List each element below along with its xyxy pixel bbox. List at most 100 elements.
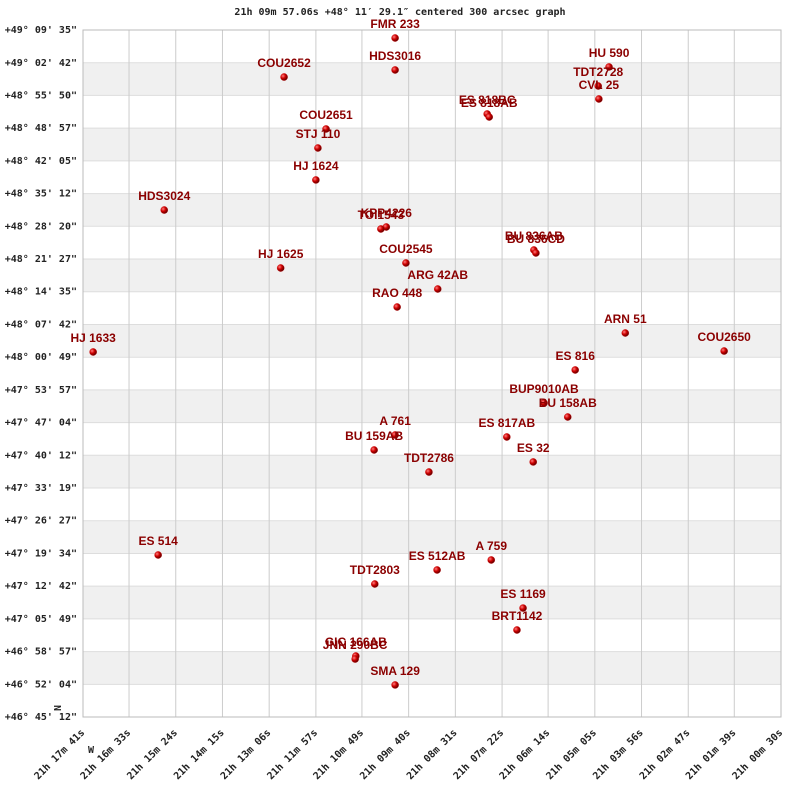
- star-label: ES 32: [517, 441, 550, 455]
- star-label: STJ 110: [296, 127, 341, 141]
- star-point: [519, 604, 527, 612]
- chart-title: 21h 09m 57.06s +48° 11′ 29.1″ centered 3…: [234, 7, 565, 18]
- y-tick-label: +46° 52' 04": [5, 679, 77, 690]
- y-tick-label: +48° 00' 49": [5, 352, 77, 363]
- star-label: ES 816: [556, 349, 596, 363]
- y-tick-label: +48° 07' 42": [5, 319, 77, 330]
- star-point: [425, 468, 433, 476]
- y-tick-label: +48° 14' 35": [5, 287, 77, 298]
- star-label: HU 590: [589, 46, 630, 60]
- x-tick-label: 21h 00m 30s: [731, 727, 786, 782]
- star-point: [391, 681, 399, 689]
- star-point: [485, 113, 493, 121]
- star-point: [402, 259, 410, 267]
- star-label: BU 159AB: [345, 429, 403, 443]
- star-point: [487, 556, 495, 564]
- star-point: [370, 446, 378, 454]
- star-label: HJ 1624: [293, 159, 339, 173]
- star-label: BU 158AB: [539, 396, 597, 410]
- star-label: ES 1169: [500, 587, 546, 601]
- y-tick-label: +47° 19' 34": [5, 548, 77, 559]
- star-point: [563, 413, 572, 421]
- star-label: BU 836CD: [507, 232, 565, 246]
- y-tick-label: +46° 58' 57": [5, 647, 77, 658]
- star-point: [154, 551, 162, 559]
- y-tick-label: +48° 28' 20": [5, 221, 77, 232]
- band: [83, 651, 781, 685]
- y-tick-label: +48° 55' 50": [5, 90, 77, 101]
- star-label: BUP9010AB: [509, 382, 579, 396]
- star-label: TOI1543: [358, 208, 405, 222]
- star-point: [571, 366, 579, 374]
- star-point: [276, 264, 285, 272]
- star-point: [621, 329, 630, 337]
- y-tick-label: +48° 35' 12": [5, 189, 77, 200]
- star-label: COU2545: [379, 242, 433, 256]
- star-label: A 761: [379, 414, 411, 428]
- star-point: [434, 285, 442, 293]
- star-label: ES 818BC: [459, 93, 516, 107]
- y-tick-label: +49° 02' 42": [5, 58, 77, 69]
- star-point: [314, 144, 322, 152]
- y-tick-label: +47° 05' 49": [5, 614, 77, 625]
- band: [83, 193, 781, 227]
- star-point: [351, 655, 359, 663]
- star-point: [89, 348, 97, 356]
- star-label: RAO 448: [372, 286, 422, 300]
- star-label: BU 836AB: [505, 229, 563, 243]
- band: [83, 389, 781, 423]
- star-label: COU2650: [697, 330, 751, 344]
- y-tick-label: +48° 48' 57": [5, 123, 77, 134]
- star-label: FMR 233: [370, 17, 420, 31]
- star-point: [532, 249, 540, 257]
- star-label: TDT2786: [404, 451, 454, 465]
- y-tick-label: +47° 53' 57": [5, 385, 77, 396]
- star-label: BRT1142: [492, 609, 543, 623]
- band: [83, 324, 781, 358]
- star-label: GIC 166AB: [325, 635, 387, 649]
- star-point: [433, 566, 441, 574]
- y-tick-label: +48° 42' 05": [5, 156, 77, 167]
- star-point: [391, 66, 399, 74]
- y-tick-label: +47° 33' 19": [5, 483, 77, 494]
- star-point: [594, 82, 602, 90]
- star-point: [371, 580, 379, 588]
- y-tick-label: +48° 21' 27": [5, 254, 77, 265]
- star-point: [513, 626, 521, 634]
- star-point: [312, 176, 320, 184]
- star-point: [529, 458, 537, 466]
- star-label: TDT2728: [573, 65, 623, 79]
- star-point: [377, 225, 385, 233]
- star-label: ES 512AB: [409, 549, 466, 563]
- y-tick-label: +47° 40' 12": [5, 450, 77, 461]
- star-label: ES 817AB: [478, 416, 535, 430]
- band: [83, 586, 781, 619]
- star-label: HJ 1633: [70, 331, 116, 345]
- star-point: [605, 63, 613, 71]
- star-label: KPP4226: [361, 206, 413, 220]
- band: [83, 520, 781, 554]
- star-point: [540, 399, 548, 407]
- star-point: [160, 206, 168, 214]
- star-label: ES 514: [138, 534, 178, 548]
- y-tick-label: +47° 26' 27": [5, 516, 77, 527]
- y-tick-label: +46° 45' 12": [5, 712, 77, 723]
- y-tick-label: +47° 47' 04": [5, 418, 77, 429]
- star-label: A 759: [475, 539, 507, 553]
- star-label: HDS3024: [138, 189, 190, 203]
- band: [83, 259, 781, 292]
- star-point: [393, 303, 401, 311]
- band: [83, 128, 781, 161]
- star-label: COU2652: [257, 56, 311, 70]
- star-label: SMA 129: [370, 664, 420, 678]
- star-label: ES 818AB: [461, 96, 518, 110]
- star-point: [595, 95, 603, 103]
- star-label: ARN 51: [604, 312, 647, 326]
- star-label: JNN 290BC: [323, 638, 388, 652]
- star-point: [391, 431, 399, 439]
- star-label: TDT2803: [350, 563, 400, 577]
- star-label: COU2651: [299, 108, 353, 122]
- star-label: ARG 42AB: [407, 268, 468, 282]
- compass-north: N: [53, 705, 64, 711]
